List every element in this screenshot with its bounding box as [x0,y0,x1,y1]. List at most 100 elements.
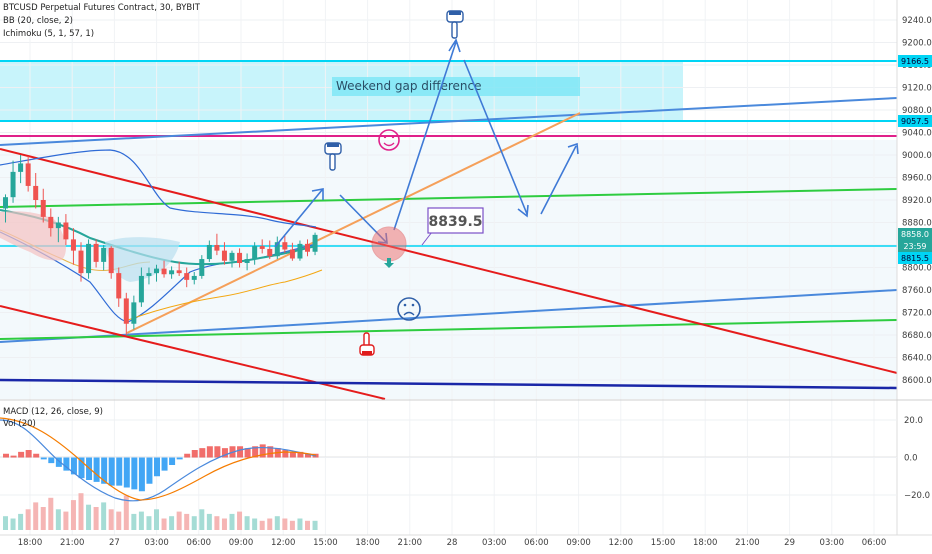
price-callout-box [427,207,484,234]
macd-histogram-bar [116,457,123,486]
macd-histogram-bar [282,450,289,458]
volume-bar [108,509,114,530]
symbol-legend[interactable]: BTCUSD Perpetual Futures Contract, 30, B… [3,3,200,13]
time-tick-label: 06:00 [862,538,887,548]
price-tick-label: 8960.0 [902,174,932,184]
pointing-hand-up-icon [359,332,375,356]
macd-histogram-bar [108,457,115,486]
candle-body [305,243,310,252]
time-tick-label: 06:00 [187,538,212,548]
candle-body [123,298,129,324]
volume-bar [267,518,273,530]
volume-bar [123,495,129,530]
candle-body [297,243,303,259]
macd-tick-label: −20.0 [904,491,930,501]
macd-tick-label: 20.0 [904,416,923,426]
price-callout-text: 8839.5 [428,214,482,230]
volume-bar [63,511,69,530]
macd-histogram-bar [138,457,145,492]
candle-body [169,270,175,275]
ichimoku-cloud-blue [105,237,180,282]
volume-bars [3,493,318,530]
macd-histogram-bar [252,446,259,458]
time-tick-label: 09:00 [229,538,254,548]
ichimoku-legend[interactable]: Ichimoku (5, 1, 57, 1) [3,29,95,39]
candle-body [63,222,69,240]
volume-bar [221,518,227,530]
candle-body [146,273,152,276]
candle-body [70,239,76,251]
badge-top-level [898,55,932,67]
candle-body [161,268,167,275]
macd-histogram-bar [305,453,311,458]
candle-body [10,171,16,198]
candle-body [93,243,99,262]
time-axis-ticks: 18:00 21:00 27 03:00 06:00 09:00 12:00 15:00 18:… [18,538,887,548]
volume-bar [86,504,92,530]
time-tick-label: 18:00 [18,538,43,548]
macd-histogram-bar [55,457,62,467]
bb-legend[interactable]: BB (20, close, 2) [3,16,73,26]
falling-red-line [0,148,898,374]
candle-body [184,273,190,280]
drawn-lines [0,60,898,400]
pointing-hand-down-icon-2 [324,142,342,171]
volume-bar [138,511,144,530]
macd-histogram-bar [154,457,160,477]
candle-body [154,268,159,274]
volume-bar [229,513,235,530]
volume-bar [131,513,137,530]
price-tick-label: 8720.0 [902,309,932,319]
candle-body [25,163,31,186]
badge-countdown-text: 23:59 [903,242,926,251]
time-tick-label: 03:00 [820,538,845,548]
price-tick-label: 8640.0 [902,354,932,364]
time-tick-label: 12:00 [609,538,634,548]
pointing-hand-down-icon [446,10,464,39]
volume-bar [237,511,243,530]
smiley-icon [378,129,400,151]
price-axis-bg[interactable] [897,0,932,535]
macd-legend[interactable]: MACD (12, 26, close, 9) [3,407,103,417]
price-tick-label: 9080.0 [902,106,932,116]
price-tick-label: 9120.0 [902,84,932,94]
time-tick-label: 21:00 [398,538,423,548]
price-tick-label: 8680.0 [902,331,932,341]
candle-body [274,242,280,257]
macd-histogram-bar [78,457,85,479]
macd-histogram-bar [70,457,77,475]
arrow-down-long [463,59,529,218]
macd-histogram-bar [191,450,198,458]
volume-legend[interactable]: Vol (20) [3,419,36,429]
volume-bar [101,502,107,530]
macd-histogram-bar [3,453,9,458]
candle-body [176,270,182,274]
volume-bar [191,516,197,530]
time-tick-label: 03:00 [482,538,507,548]
macd-histogram-bar [131,457,138,490]
time-axis-bg[interactable] [0,535,932,550]
badge-last-price-text: 8858.0 [901,230,929,239]
macd-histogram-bar [267,446,274,458]
macd-histogram-bar [221,448,228,458]
candle-body [259,246,265,249]
candle-body [221,250,227,261]
volume-bar [161,518,167,530]
volume-bar [305,520,310,530]
macd-histogram-bar [169,457,176,465]
price-tick-label: 8920.0 [902,196,932,206]
volume-bar [18,513,24,530]
volume-bar [10,518,16,530]
volume-bar [289,520,295,530]
badge-last-price [898,228,932,240]
ichimoku-span-b [127,269,323,321]
candle-body [229,252,235,261]
volume-bar [312,520,318,530]
price-tick-label: 9000.0 [902,151,932,161]
candle-body [206,245,212,260]
volume-bar [146,516,152,530]
time-tick-label: 06:00 [524,538,549,548]
candle-body [131,302,137,324]
